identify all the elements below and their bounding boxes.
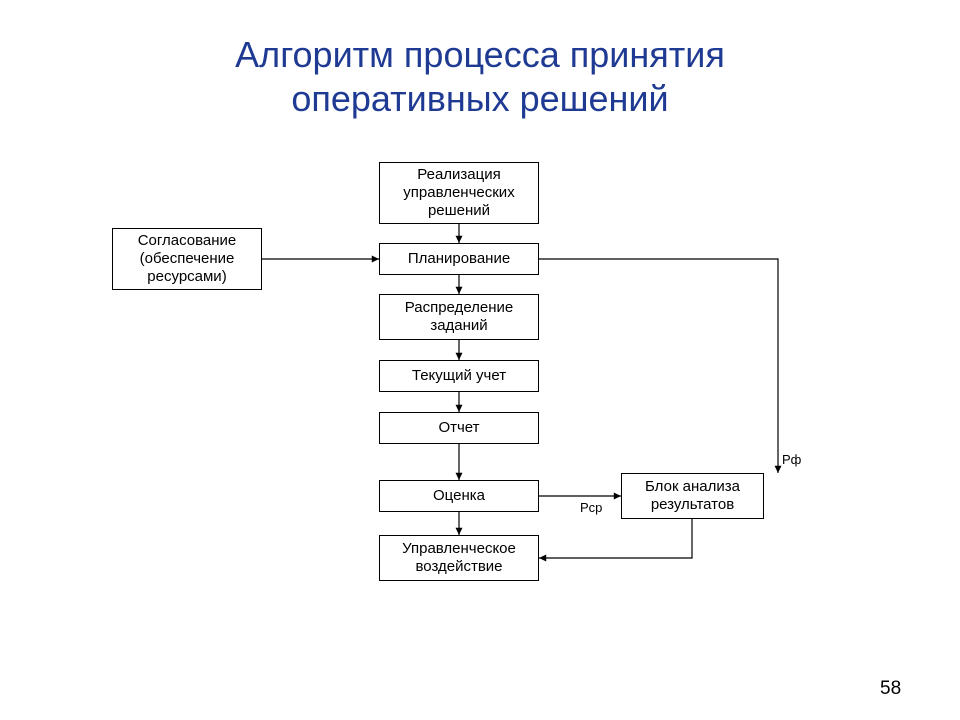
page-number: 58 [880,678,901,700]
node-analysis: Блок анализарезультатов [621,473,764,519]
edge-label-pf: Pф [782,452,801,467]
node-evaluation: Оценка [379,480,539,512]
node-report: Отчет [379,412,539,444]
title-line2: оперативных решений [291,78,668,119]
node-realization: Реализацияуправленческихрешений [379,162,539,224]
node-impact: Управленческоевоздействие [379,535,539,581]
title-line1: Алгоритм процесса принятия [235,34,725,75]
edge-label-psr: Pср [580,500,602,515]
node-distribution: Распределениезаданий [379,294,539,340]
page-title: Алгоритм процесса принятия оперативных р… [0,33,960,121]
node-coordination: Согласование(обеспечениересурсами) [112,228,262,290]
node-accounting: Текущий учет [379,360,539,392]
node-planning: Планирование [379,243,539,275]
